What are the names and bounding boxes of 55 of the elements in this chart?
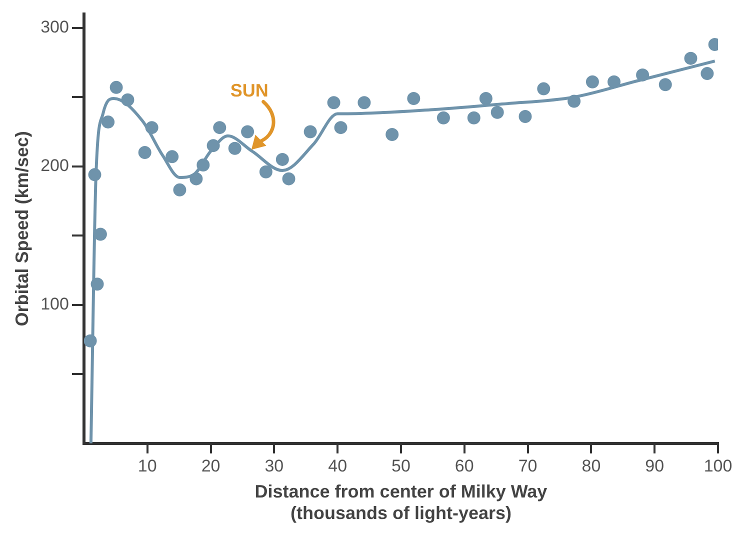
point bbox=[88, 168, 102, 182]
point bbox=[358, 96, 371, 110]
y-tick-label: 300 bbox=[40, 18, 69, 37]
point bbox=[166, 150, 179, 164]
point bbox=[228, 142, 242, 155]
y-tick-label: 100 bbox=[40, 294, 69, 314]
point bbox=[190, 172, 203, 186]
point bbox=[206, 139, 220, 152]
point bbox=[568, 94, 581, 108]
point bbox=[110, 80, 123, 94]
point bbox=[700, 67, 714, 80]
point bbox=[490, 106, 504, 119]
x-tick-label: 100 bbox=[704, 456, 732, 476]
x-tick-label: 60 bbox=[454, 456, 474, 476]
point bbox=[608, 75, 621, 88]
point bbox=[479, 92, 492, 105]
point bbox=[138, 146, 152, 160]
point bbox=[436, 111, 450, 124]
point bbox=[259, 165, 272, 178]
point bbox=[467, 111, 480, 124]
x-tick-label: 80 bbox=[582, 456, 601, 476]
point bbox=[658, 78, 672, 92]
point bbox=[213, 121, 226, 134]
x-tick-label: 20 bbox=[201, 456, 220, 476]
annotation: SUN bbox=[230, 80, 268, 101]
point bbox=[196, 158, 210, 172]
point bbox=[241, 125, 254, 138]
point bbox=[94, 228, 107, 241]
x-tick-label: 10 bbox=[138, 456, 157, 476]
point bbox=[276, 152, 289, 166]
point bbox=[327, 96, 340, 110]
point bbox=[173, 183, 186, 196]
x-tick-label: 40 bbox=[328, 456, 348, 476]
y-tick-label: 200 bbox=[40, 156, 69, 176]
point bbox=[537, 82, 550, 96]
point bbox=[407, 92, 420, 105]
point bbox=[304, 125, 317, 138]
point bbox=[102, 116, 115, 129]
point bbox=[121, 93, 134, 106]
x-tick-label: 70 bbox=[518, 456, 538, 476]
x-axis-title: Distance from center of Milky Way (thousands of light-years) bbox=[254, 482, 548, 524]
point bbox=[518, 110, 532, 123]
point bbox=[84, 334, 97, 348]
point bbox=[282, 172, 296, 186]
point bbox=[684, 52, 698, 65]
x-tick-label: 90 bbox=[645, 456, 664, 476]
point bbox=[90, 278, 104, 291]
x-tick-label: 30 bbox=[264, 456, 284, 476]
point bbox=[636, 68, 650, 82]
point bbox=[386, 128, 399, 142]
point bbox=[145, 121, 158, 134]
point bbox=[586, 75, 599, 88]
x-tick-label: 50 bbox=[392, 456, 410, 476]
y-axis-title: Orbital Speed (km/sec) bbox=[12, 131, 32, 326]
point bbox=[334, 121, 348, 134]
